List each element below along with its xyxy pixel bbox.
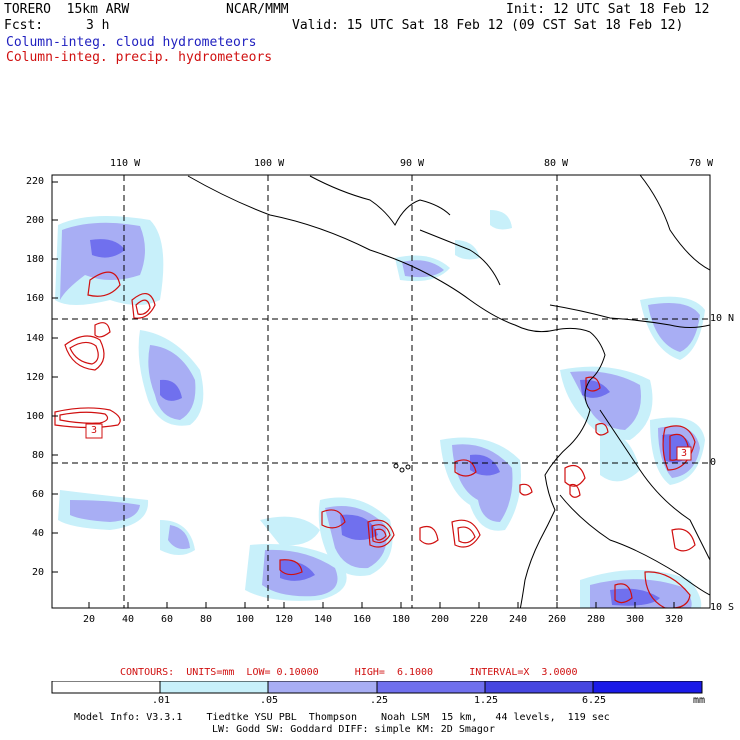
x-tick: 40	[122, 614, 135, 625]
contour-high-label: 3	[91, 425, 98, 436]
model-title: TORERO 15km ARW	[4, 2, 130, 17]
lat-label: 0	[710, 457, 717, 468]
lon-label: 80 W	[544, 158, 569, 169]
y-tick: 100	[26, 411, 45, 422]
y-tick: 160	[26, 293, 45, 304]
center-name: NCAR/MMM	[226, 2, 289, 17]
field-precip-hydrometeors: Column-integ. precip. hydrometeors	[6, 50, 273, 65]
colorbar-unit: mm	[693, 695, 706, 706]
x-tick: 100	[236, 614, 255, 625]
field-cloud-hydrometeors: Column-integ. cloud hydrometeors	[6, 35, 257, 50]
y-tick: 180	[26, 254, 45, 265]
lon-label: 90 W	[400, 158, 425, 169]
y-tick: 200	[26, 215, 45, 226]
x-tick: 160	[353, 614, 372, 625]
x-tick: 320	[665, 614, 684, 625]
y-tick: 120	[26, 372, 45, 383]
forecast-hours: 3 h	[86, 18, 110, 33]
colorbar-swatch-3	[376, 681, 486, 694]
model-physics: LW: Godd SW: Goddard DIFF: simple KM: 2D…	[212, 724, 495, 735]
islands	[393, 463, 411, 473]
colorbar-swatch-5	[592, 681, 703, 694]
map-frame	[51, 174, 711, 609]
x-tick: 20	[83, 614, 96, 625]
colorbar-label: .01	[152, 695, 171, 706]
precip-contours	[54, 271, 696, 608]
colorbar-swatch-0	[51, 681, 161, 694]
colorbar-label: 6.25	[582, 695, 607, 706]
y-tick: 20	[32, 567, 45, 578]
x-tick: 140	[314, 614, 333, 625]
latlon-grid	[52, 175, 710, 608]
y-tick: 80	[32, 450, 45, 461]
model-info: Model Info: V3.3.1 Tiedtke YSU PBL Thomp…	[74, 712, 610, 723]
x-tick: 220	[470, 614, 489, 625]
forecast-label: Fcst:	[4, 18, 44, 33]
y-tick: 140	[26, 333, 45, 344]
lon-label: 70 W	[689, 158, 714, 169]
contour-info: CONTOURS: UNITS=mm LOW= 0.10000 HIGH= 6.…	[120, 667, 578, 678]
colorbar	[51, 681, 703, 694]
lon-label: 110 W	[110, 158, 141, 169]
axis-ticks	[52, 181, 675, 608]
colorbar-label: 1.25	[474, 695, 499, 706]
init-time: Init: 12 UTC Sat 18 Feb 12	[506, 2, 710, 17]
colorbar-swatch-4	[484, 681, 594, 694]
x-tick: 200	[431, 614, 450, 625]
coastlines	[187, 175, 710, 608]
y-tick: 220	[26, 176, 45, 187]
lat-label: 10 N	[710, 313, 735, 324]
contour-high-label: 3	[681, 448, 688, 459]
lat-label: 10 S	[710, 602, 735, 613]
x-tick: 300	[626, 614, 645, 625]
x-tick: 180	[392, 614, 411, 625]
colorbar-label: .25	[370, 695, 389, 706]
valid-time: Valid: 15 UTC Sat 18 Feb 12 (09 CST Sat …	[292, 18, 684, 33]
colorbar-swatch-2	[267, 681, 378, 694]
x-tick: 240	[509, 614, 528, 625]
colorbar-swatch-1	[159, 681, 269, 694]
x-tick: 80	[200, 614, 213, 625]
y-tick: 60	[32, 489, 45, 500]
x-tick: 60	[161, 614, 174, 625]
lon-label: 100 W	[254, 158, 285, 169]
colorbar-label: .05	[260, 695, 279, 706]
x-tick: 260	[548, 614, 567, 625]
x-tick: 280	[587, 614, 606, 625]
contour-high-boxes	[85, 423, 692, 461]
y-tick: 40	[32, 528, 45, 539]
x-tick: 120	[275, 614, 294, 625]
